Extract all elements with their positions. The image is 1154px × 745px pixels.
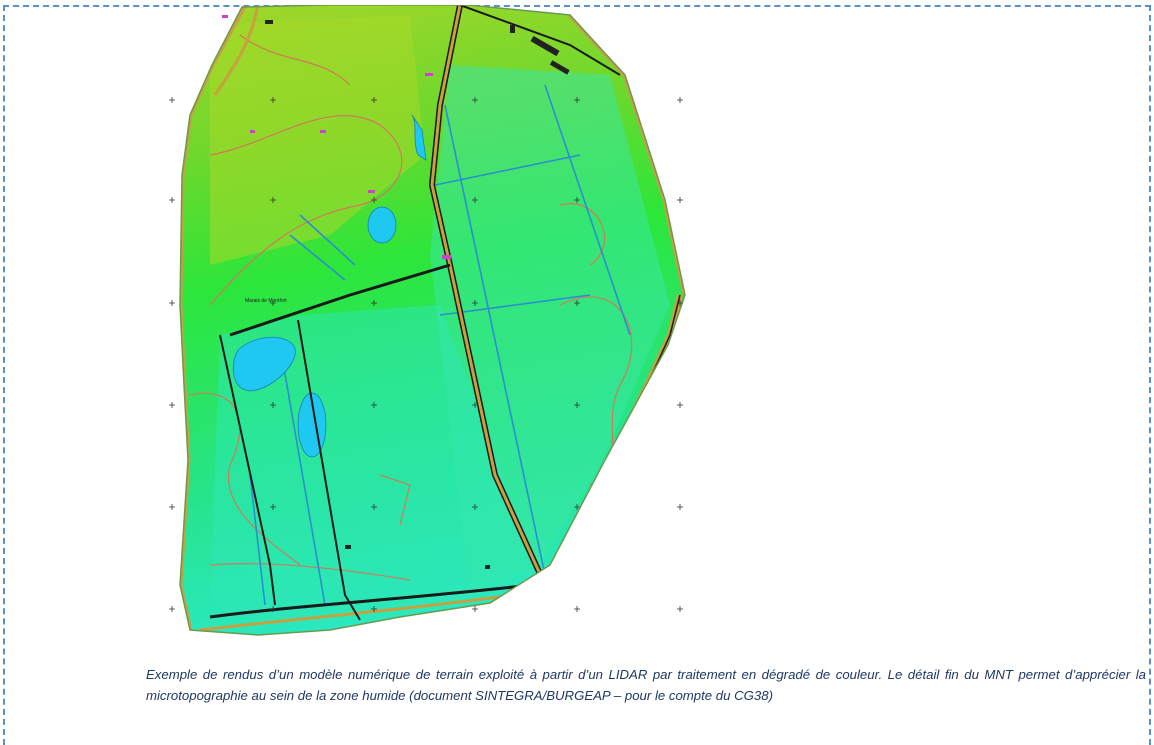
grid-cross [472, 97, 478, 103]
pond-west [232, 336, 296, 392]
grid-cross [574, 300, 580, 306]
grid-cross [371, 606, 377, 612]
grid-cross [677, 300, 683, 306]
grid-cross [472, 197, 478, 203]
grid-cross [169, 197, 175, 203]
grid-cross [472, 606, 478, 612]
grid-cross [371, 197, 377, 203]
grid-cross [270, 402, 276, 408]
grid-cross [169, 402, 175, 408]
grid-cross [472, 300, 478, 306]
grid-cross [169, 97, 175, 103]
map-place-label: Marais de Montfort [245, 298, 287, 304]
grid-cross [677, 606, 683, 612]
grid-cross [169, 504, 175, 510]
grid-cross [574, 97, 580, 103]
grid-cross [169, 300, 175, 306]
grid-cross [472, 504, 478, 510]
pond-north [367, 206, 397, 244]
grid-cross [371, 402, 377, 408]
grid-cross [677, 97, 683, 103]
grid-cross [574, 606, 580, 612]
grid-cross [270, 197, 276, 203]
grid-cross [169, 606, 175, 612]
grid-cross [270, 606, 276, 612]
grid-cross [270, 300, 276, 306]
grid-cross [677, 504, 683, 510]
stream-north [411, 114, 427, 161]
grid-cross [677, 197, 683, 203]
grid-cross [574, 197, 580, 203]
grid-cross [270, 97, 276, 103]
grid-cross [371, 300, 377, 306]
grid-cross [371, 97, 377, 103]
grid-cross [472, 402, 478, 408]
grid-cross [270, 504, 276, 510]
grid-cross [371, 504, 377, 510]
figure-frame [3, 5, 1151, 745]
figure-caption: Exemple de rendus d’un modèle numérique … [146, 667, 1146, 703]
grid-cross [574, 504, 580, 510]
grid-cross [574, 402, 580, 408]
lidar-dtm-map: Marais de Montfort [169, 5, 686, 636]
grid-cross [677, 402, 683, 408]
